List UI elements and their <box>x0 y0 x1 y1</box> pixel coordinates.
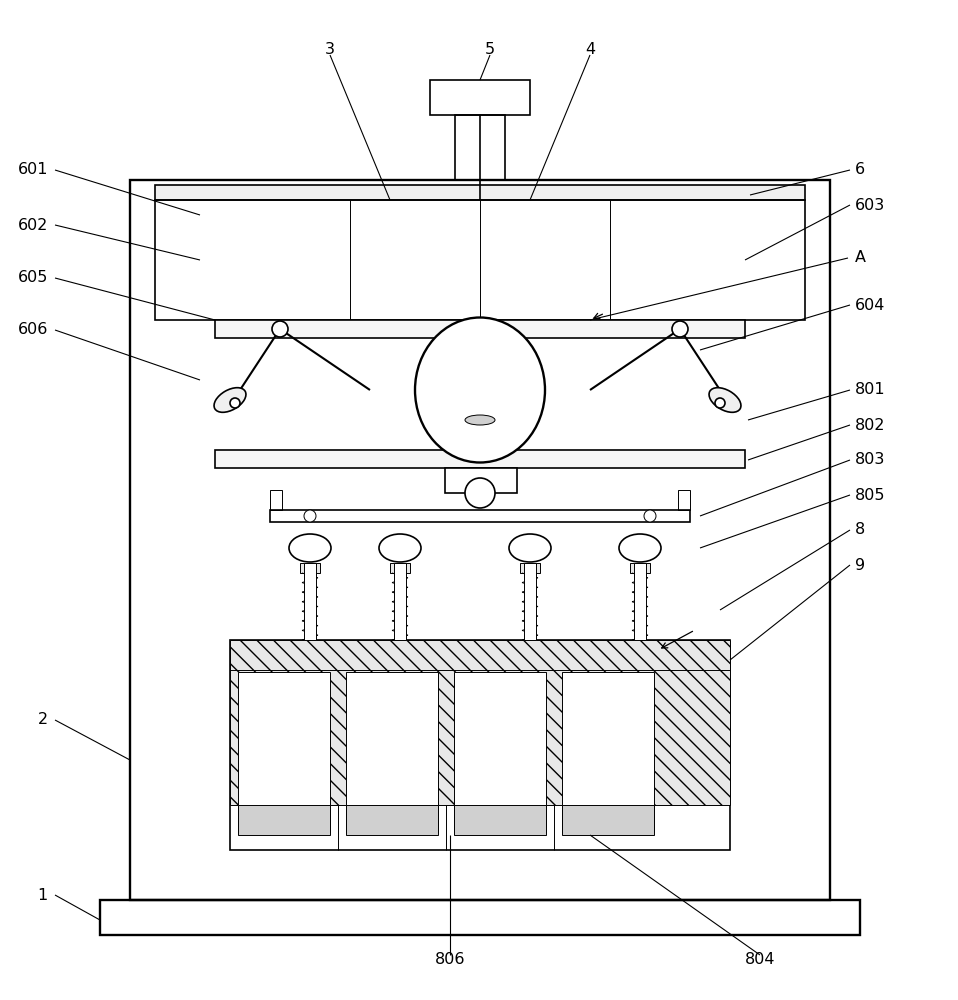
Bar <box>100 900 860 935</box>
Text: 605: 605 <box>17 270 48 286</box>
Bar <box>454 672 546 832</box>
Text: 5: 5 <box>485 42 495 57</box>
Bar <box>454 805 546 835</box>
Bar <box>304 563 316 640</box>
Circle shape <box>230 398 240 408</box>
Bar <box>678 490 690 510</box>
Text: 3: 3 <box>325 42 335 57</box>
Bar <box>562 805 654 835</box>
Bar <box>390 563 410 573</box>
Bar <box>394 563 406 640</box>
Text: 602: 602 <box>17 218 48 232</box>
Bar <box>440 345 522 435</box>
Bar <box>270 490 282 510</box>
Circle shape <box>672 321 688 337</box>
Circle shape <box>465 478 495 508</box>
Bar <box>346 805 438 835</box>
Bar <box>630 563 650 573</box>
Bar <box>562 672 654 832</box>
Text: 4: 4 <box>585 42 595 57</box>
Text: 9: 9 <box>855 558 865 572</box>
Text: 604: 604 <box>855 298 885 312</box>
Bar <box>430 80 530 115</box>
Text: 802: 802 <box>855 418 885 432</box>
Ellipse shape <box>709 388 741 412</box>
Bar <box>215 320 745 338</box>
Bar <box>155 200 805 320</box>
Text: 805: 805 <box>855 488 885 502</box>
Bar <box>445 468 517 493</box>
Bar <box>155 185 805 200</box>
Bar <box>520 563 540 573</box>
Text: A: A <box>855 250 866 265</box>
Bar <box>215 450 745 468</box>
Ellipse shape <box>415 318 545 462</box>
Ellipse shape <box>619 534 661 562</box>
Circle shape <box>644 510 656 522</box>
Bar <box>524 563 536 640</box>
Bar <box>634 563 646 640</box>
Text: 601: 601 <box>17 162 48 178</box>
Ellipse shape <box>289 534 331 562</box>
Bar <box>455 115 505 180</box>
Bar <box>300 563 320 573</box>
Text: 801: 801 <box>855 382 885 397</box>
Ellipse shape <box>465 415 495 425</box>
Text: 606: 606 <box>17 322 48 338</box>
Bar <box>447 352 515 392</box>
Circle shape <box>715 398 725 408</box>
Bar <box>230 640 730 805</box>
Bar <box>238 672 330 832</box>
Text: 2: 2 <box>38 712 48 728</box>
Text: 804: 804 <box>744 952 775 968</box>
Circle shape <box>304 510 316 522</box>
Text: 1: 1 <box>37 888 48 902</box>
Text: 803: 803 <box>855 452 885 468</box>
Bar <box>270 510 690 522</box>
Bar <box>130 180 830 900</box>
Ellipse shape <box>509 534 551 562</box>
Ellipse shape <box>214 388 246 412</box>
Bar <box>346 672 438 832</box>
Text: 806: 806 <box>435 952 466 968</box>
Text: 6: 6 <box>855 162 865 178</box>
Circle shape <box>272 321 288 337</box>
Text: 8: 8 <box>855 522 865 538</box>
Bar <box>238 805 330 835</box>
Text: 603: 603 <box>855 198 885 213</box>
Bar <box>447 392 515 422</box>
Bar <box>230 640 730 850</box>
Ellipse shape <box>379 534 421 562</box>
